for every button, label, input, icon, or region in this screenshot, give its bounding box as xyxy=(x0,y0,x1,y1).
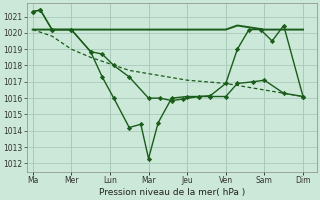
X-axis label: Pression niveau de la mer( hPa ): Pression niveau de la mer( hPa ) xyxy=(99,188,245,197)
